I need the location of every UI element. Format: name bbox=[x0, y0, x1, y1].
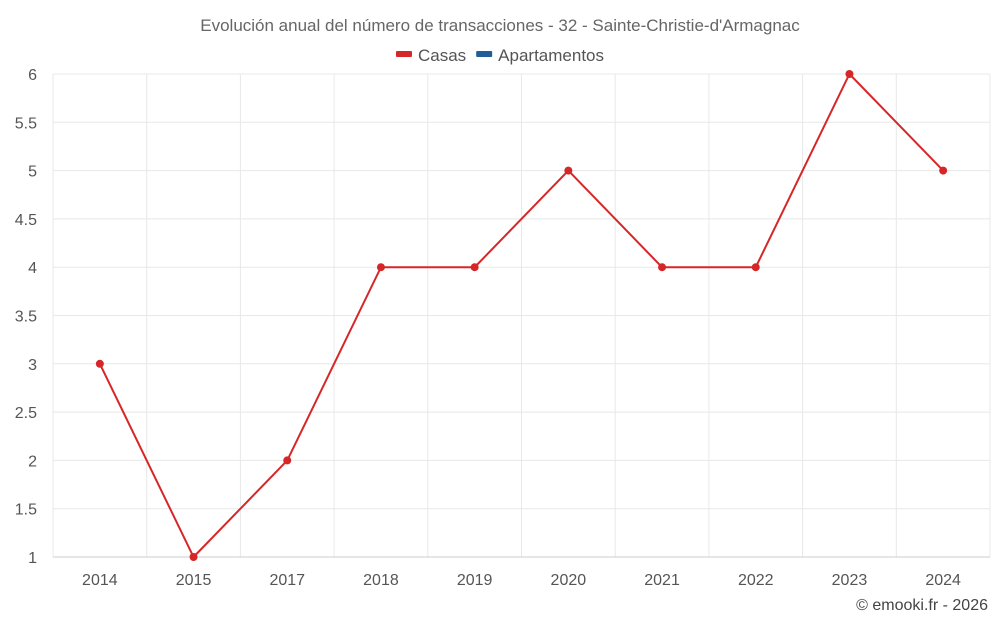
x-tick-label: 2022 bbox=[738, 572, 774, 589]
data-point[interactable] bbox=[845, 70, 854, 78]
x-axis: 2014 2015 2017 2018 2019 2020 2021 2022 2023 2024 bbox=[53, 556, 990, 589]
series-group bbox=[95, 70, 948, 561]
x-tick-label: 2015 bbox=[176, 572, 212, 589]
legend: Casas Apartamentos bbox=[395, 46, 604, 65]
data-point[interactable] bbox=[751, 263, 760, 272]
y-tick-label: 3.5 bbox=[15, 309, 37, 326]
y-tick-label: 2.5 bbox=[15, 405, 37, 422]
data-point[interactable] bbox=[189, 553, 198, 561]
x-tick-label: 2017 bbox=[269, 572, 305, 589]
x-tick-label: 2021 bbox=[644, 572, 680, 589]
data-point[interactable] bbox=[470, 263, 479, 272]
y-tick-label: 1 bbox=[28, 550, 37, 567]
series-line-casas bbox=[98, 72, 944, 559]
data-point[interactable] bbox=[283, 456, 292, 465]
y-tick-label: 5 bbox=[28, 164, 37, 181]
legend-label-casas[interactable]: Casas bbox=[418, 46, 466, 65]
credit-text: © emooki.fr - 2026 bbox=[856, 597, 988, 614]
x-tick-label: 2019 bbox=[457, 572, 493, 589]
x-tick-label: 2020 bbox=[551, 572, 587, 589]
data-point[interactable] bbox=[939, 166, 948, 175]
y-tick-label: 5.5 bbox=[15, 115, 37, 132]
y-tick-label: 4 bbox=[28, 260, 37, 277]
legend-swatch-casas[interactable] bbox=[395, 51, 412, 57]
legend-label-apartamentos[interactable]: Apartamentos bbox=[498, 46, 604, 65]
y-tick-label: 2 bbox=[28, 453, 37, 470]
data-point[interactable] bbox=[564, 166, 573, 175]
data-point[interactable] bbox=[658, 263, 667, 272]
y-tick-label: 6 bbox=[28, 67, 37, 84]
x-tick-label: 2023 bbox=[832, 572, 868, 589]
y-tick-label: 4.5 bbox=[15, 212, 37, 229]
data-point[interactable] bbox=[376, 263, 385, 272]
legend-swatch-apartamentos[interactable] bbox=[476, 51, 493, 57]
x-tick-label: 2018 bbox=[363, 572, 399, 589]
y-tick-label: 1.5 bbox=[15, 502, 37, 519]
chart-title: Evolución anual del número de transaccio… bbox=[200, 16, 800, 35]
data-point[interactable] bbox=[95, 359, 104, 368]
y-axis: 1 1.5 2 2.5 3 3.5 4 4.5 5 5.5 6 bbox=[15, 67, 37, 567]
y-tick-label: 3 bbox=[28, 357, 37, 374]
x-tick-label: 2024 bbox=[925, 572, 961, 589]
grid bbox=[52, 73, 991, 558]
x-tick-label: 2014 bbox=[82, 572, 118, 589]
